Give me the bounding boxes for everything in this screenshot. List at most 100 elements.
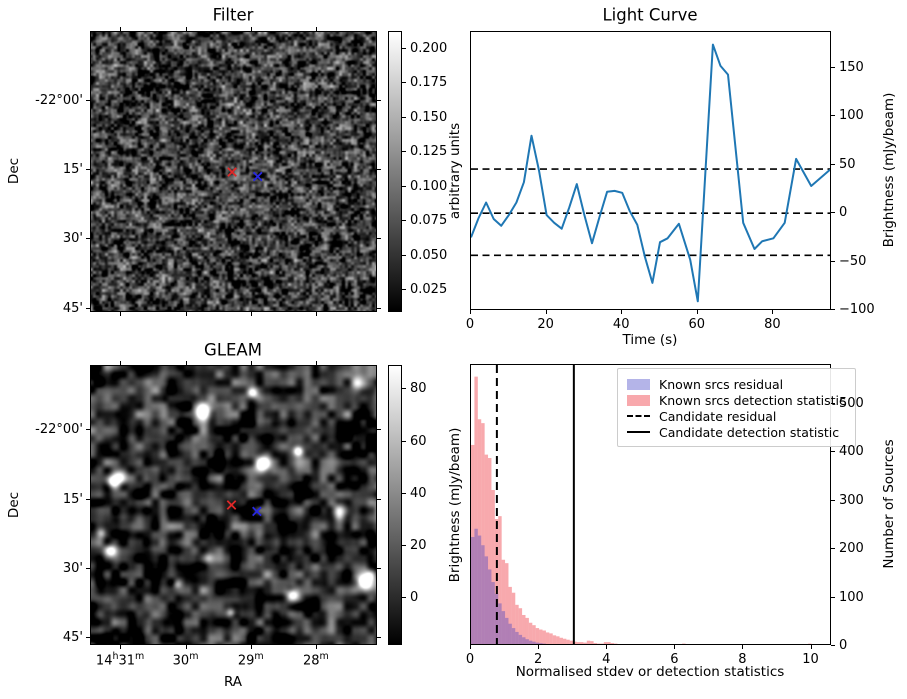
tick-mark — [120, 312, 122, 316]
histogram-bar — [518, 608, 523, 644]
tick-mark — [185, 27, 187, 31]
brightness-tick-label: −50 — [839, 253, 867, 269]
tick-mark — [402, 254, 406, 256]
histogram-xlabel: Normalised stdev or detection statistics — [515, 664, 785, 680]
light-curve-xlabel: Time (s) — [622, 332, 678, 348]
dec-tick-label: -22°00' — [35, 92, 83, 108]
colorbar-tick-label: 0 — [410, 589, 419, 605]
histogram-bar — [491, 582, 495, 644]
histogram-bar — [491, 490, 495, 644]
ra-tick-label: 29m — [238, 652, 264, 668]
tick-mark — [696, 310, 698, 314]
legend-label: Known srcs detection statistic — [659, 392, 846, 408]
colorbar-tick-label: 20 — [410, 537, 427, 553]
histogram-bar — [610, 643, 615, 644]
histogram-bar — [542, 630, 546, 644]
histogram-bar — [559, 637, 563, 644]
histogram-bar — [525, 617, 529, 644]
tick-mark — [315, 312, 317, 316]
tick-mark — [831, 115, 835, 117]
tick-mark — [470, 645, 471, 649]
histogram-bar — [614, 643, 618, 644]
tick-mark — [402, 289, 406, 291]
colorbar-tick-label: 0.150 — [410, 109, 448, 125]
tick-mark — [831, 548, 835, 550]
tick-mark — [185, 312, 187, 316]
tick-mark — [86, 238, 90, 240]
ra-tick-label: 14h31m — [95, 652, 144, 669]
brightness-tick-label: −100 — [839, 302, 875, 318]
gleam-ylabel: Dec — [6, 491, 22, 519]
tick-mark — [377, 99, 381, 101]
legend-patch-swatch — [627, 394, 650, 406]
filter-ylabel: Dec — [6, 157, 22, 185]
tick-mark — [315, 361, 317, 365]
tick-mark — [538, 645, 540, 649]
histogram-bar — [501, 611, 506, 644]
tick-mark — [621, 310, 623, 314]
tick-mark — [120, 361, 122, 365]
tick-mark — [185, 645, 187, 649]
histogram-bar — [528, 622, 533, 644]
tick-mark — [86, 567, 90, 569]
histogram-bar — [535, 642, 540, 644]
sources-tick-label: 500 — [839, 395, 864, 411]
tick-mark — [402, 47, 406, 49]
tick-mark — [86, 429, 90, 431]
histogram-bar — [576, 642, 580, 644]
histogram-bar — [522, 637, 526, 644]
stat-tick-label: 4 — [602, 652, 611, 667]
tick-mark — [377, 636, 381, 638]
tick-mark — [545, 310, 547, 314]
histogram-bar — [549, 633, 553, 644]
time-tick-label: 0 — [465, 317, 475, 332]
brightness-tick-label: 0 — [839, 205, 848, 221]
tick-mark — [402, 492, 406, 494]
tick-mark — [250, 645, 252, 649]
legend-entry: Candidate detection statistic — [627, 424, 846, 440]
histogram-bar — [477, 419, 482, 644]
ra-tick-label: 28m — [303, 652, 329, 668]
tick-mark — [377, 429, 381, 431]
tick-mark — [831, 66, 835, 68]
candidate-position-marker — [226, 500, 237, 510]
histogram-ylabel: Number of Sources — [881, 439, 897, 569]
histogram-bar — [505, 617, 509, 644]
brightness-tick-label: 150 — [839, 59, 864, 75]
reference-position-marker — [252, 171, 263, 182]
colorbar-tick-label: 0.125 — [410, 144, 448, 160]
tick-mark — [402, 544, 406, 546]
tick-mark — [377, 238, 381, 240]
histogram-bar — [532, 641, 536, 644]
histogram-bar — [532, 625, 536, 644]
filter-colorbar — [388, 31, 402, 312]
tick-mark — [86, 168, 90, 170]
histogram-series — [471, 376, 812, 645]
tick-mark — [674, 645, 676, 649]
ra-tick-label: 30m — [173, 652, 199, 668]
tick-mark — [402, 116, 406, 118]
histogram-bar — [481, 545, 485, 644]
histogram-bar — [501, 559, 506, 644]
tick-mark — [402, 440, 406, 442]
histogram-bar — [562, 638, 567, 644]
histogram-bar — [511, 628, 516, 644]
reference-position-marker — [252, 506, 262, 517]
ra-value: 14 — [95, 653, 113, 669]
histogram-bar — [569, 640, 574, 644]
histogram-bar — [522, 614, 526, 644]
histogram-bar — [617, 644, 620, 645]
histogram-bar — [682, 643, 686, 644]
gleam-colorbar-label: Brightness (mJy/beam) — [447, 427, 463, 583]
ra-value: 31 — [118, 653, 136, 669]
tick-mark — [402, 82, 406, 84]
tick-mark — [377, 498, 381, 500]
stat-tick-label: 8 — [738, 652, 747, 667]
tick-mark — [402, 596, 406, 598]
tick-mark — [86, 308, 90, 310]
sources-tick-label: 300 — [839, 492, 864, 508]
legend-line-swatch — [627, 431, 650, 433]
histogram-bar — [556, 636, 560, 644]
histogram-bar — [474, 528, 478, 644]
legend-entry: Known srcs detection statistic — [627, 392, 846, 408]
